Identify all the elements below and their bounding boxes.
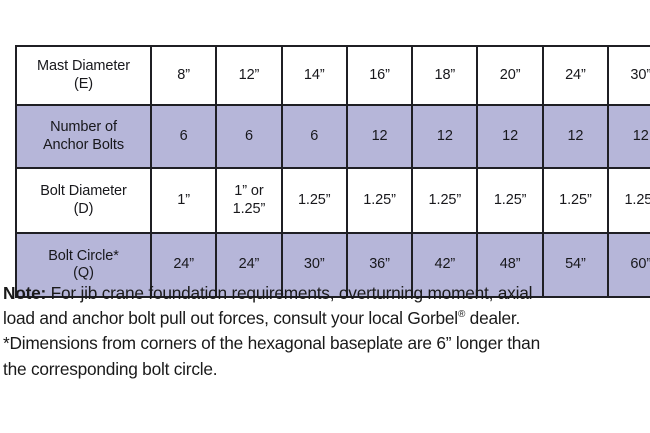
cell-bolt-circle-3: 30” [280,232,348,298]
row-header-line-2: (Q) [73,265,94,281]
cell-anchor-bolts-5: 12 [411,104,479,169]
cell-bolt-circle-7: 54” [541,232,610,298]
row-header-line-2: (D) [73,200,94,217]
cell-bolt-diameter-8: 1.25” [607,167,650,234]
note-line-3: *Dimensions from corners of the hexagona… [3,333,540,354]
note-line-2: load and anchor bolt pull out forces, co… [3,306,647,331]
cell-mast-diameter-3: 14” [280,45,348,106]
table-row-mast-diameter: Mast Diameter (E) 8” 12” 14” 16” 18” 20”… [15,45,650,106]
note-line-1-text: For jib crane foundation requirements, o… [46,283,533,303]
footnotes-block: Note: For jib crane foundation requireme… [3,281,647,382]
cell-anchor-bolts-6: 12 [476,104,544,169]
cell-bolt-diameter-6: 1.25” [476,167,544,234]
row-header-bolt-diameter: Bolt Diameter (D) [15,167,152,234]
table-row-number-of-anchor-bolts: Number of Anchor Bolts 6 6 6 12 12 12 12… [15,104,650,169]
cell-bolt-diameter-4: 1.25” [345,167,414,234]
cell-bolt-diameter-2: 1” or 1.25” [215,167,283,234]
table-row-bolt-circle: Bolt Circle* (Q) 24” 24” 30” 36” 42” 48”… [15,232,650,298]
cell-line: 1.25” [232,200,266,217]
note-line-4: the corresponding bolt circle. [3,358,218,379]
cell-mast-diameter-4: 16” [345,45,414,106]
row-header-mast-diameter: Mast Diameter (E) [15,45,152,106]
row-header-line-1: Bolt Circle* [48,247,119,264]
cell-mast-diameter-5: 18” [411,45,479,106]
cell-anchor-bolts-8: 12 [607,104,650,169]
cell-bolt-circle-4: 36” [345,232,414,298]
cell-bolt-diameter-7: 1.25” [541,167,610,234]
cell-bolt-diameter-1: 1” [149,167,218,234]
cell-bolt-diameter-5: 1.25” [411,167,479,234]
note-line-2-text-b: dealer. [465,308,521,329]
row-header-line-1: Bolt Diameter [40,183,127,200]
registered-trademark-icon: ® [457,309,466,321]
cell-mast-diameter-7: 24” [541,45,610,106]
row-header-line-1: Mast Diameter [37,58,130,75]
cell-anchor-bolts-3: 6 [280,104,348,169]
cell-bolt-circle-1: 24” [149,232,218,298]
cell-bolt-circle-6: 48” [476,232,544,298]
foundation-spec-table-container: Mast Diameter (E) 8” 12” 14” 16” 18” 20”… [15,45,650,298]
row-header-bolt-circle: Bolt Circle* (Q) [15,232,152,298]
row-header-line-2: (E) [73,75,94,92]
cell-bolt-diameter-3: 1.25” [280,167,348,234]
note-line-1: Note: For jib crane foundation requireme… [3,281,647,306]
cell-bolt-circle-5: 42” [411,232,479,298]
note-label: Note: [3,283,47,303]
cell-mast-diameter-1: 8” [149,45,218,106]
cell-bolt-circle-2: 24” [215,232,283,298]
row-header-number-of-anchor-bolts: Number of Anchor Bolts [15,104,152,169]
row-header-line-1: Number of [50,119,117,136]
note-line-2-text-a: load and anchor bolt pull out forces, co… [3,308,458,329]
cell-line: 1” or [234,183,264,200]
foundation-spec-table: Mast Diameter (E) 8” 12” 14” 16” 18” 20”… [15,45,650,298]
cell-mast-diameter-8: 30” [607,45,650,106]
foundation-spec-table-body: Mast Diameter (E) 8” 12” 14” 16” 18” 20”… [15,45,650,298]
row-header-line-2: Anchor Bolts [42,136,124,153]
cell-mast-diameter-2: 12” [215,45,283,106]
cell-anchor-bolts-4: 12 [345,104,414,169]
cell-mast-diameter-6: 20” [476,45,544,106]
cell-anchor-bolts-2: 6 [215,104,283,169]
cell-anchor-bolts-7: 12 [541,104,610,169]
cell-anchor-bolts-1: 6 [149,104,218,169]
table-row-bolt-diameter: Bolt Diameter (D) 1” 1” or 1.25” 1.25” 1.… [15,167,650,234]
cell-bolt-circle-8: 60” [607,232,650,298]
